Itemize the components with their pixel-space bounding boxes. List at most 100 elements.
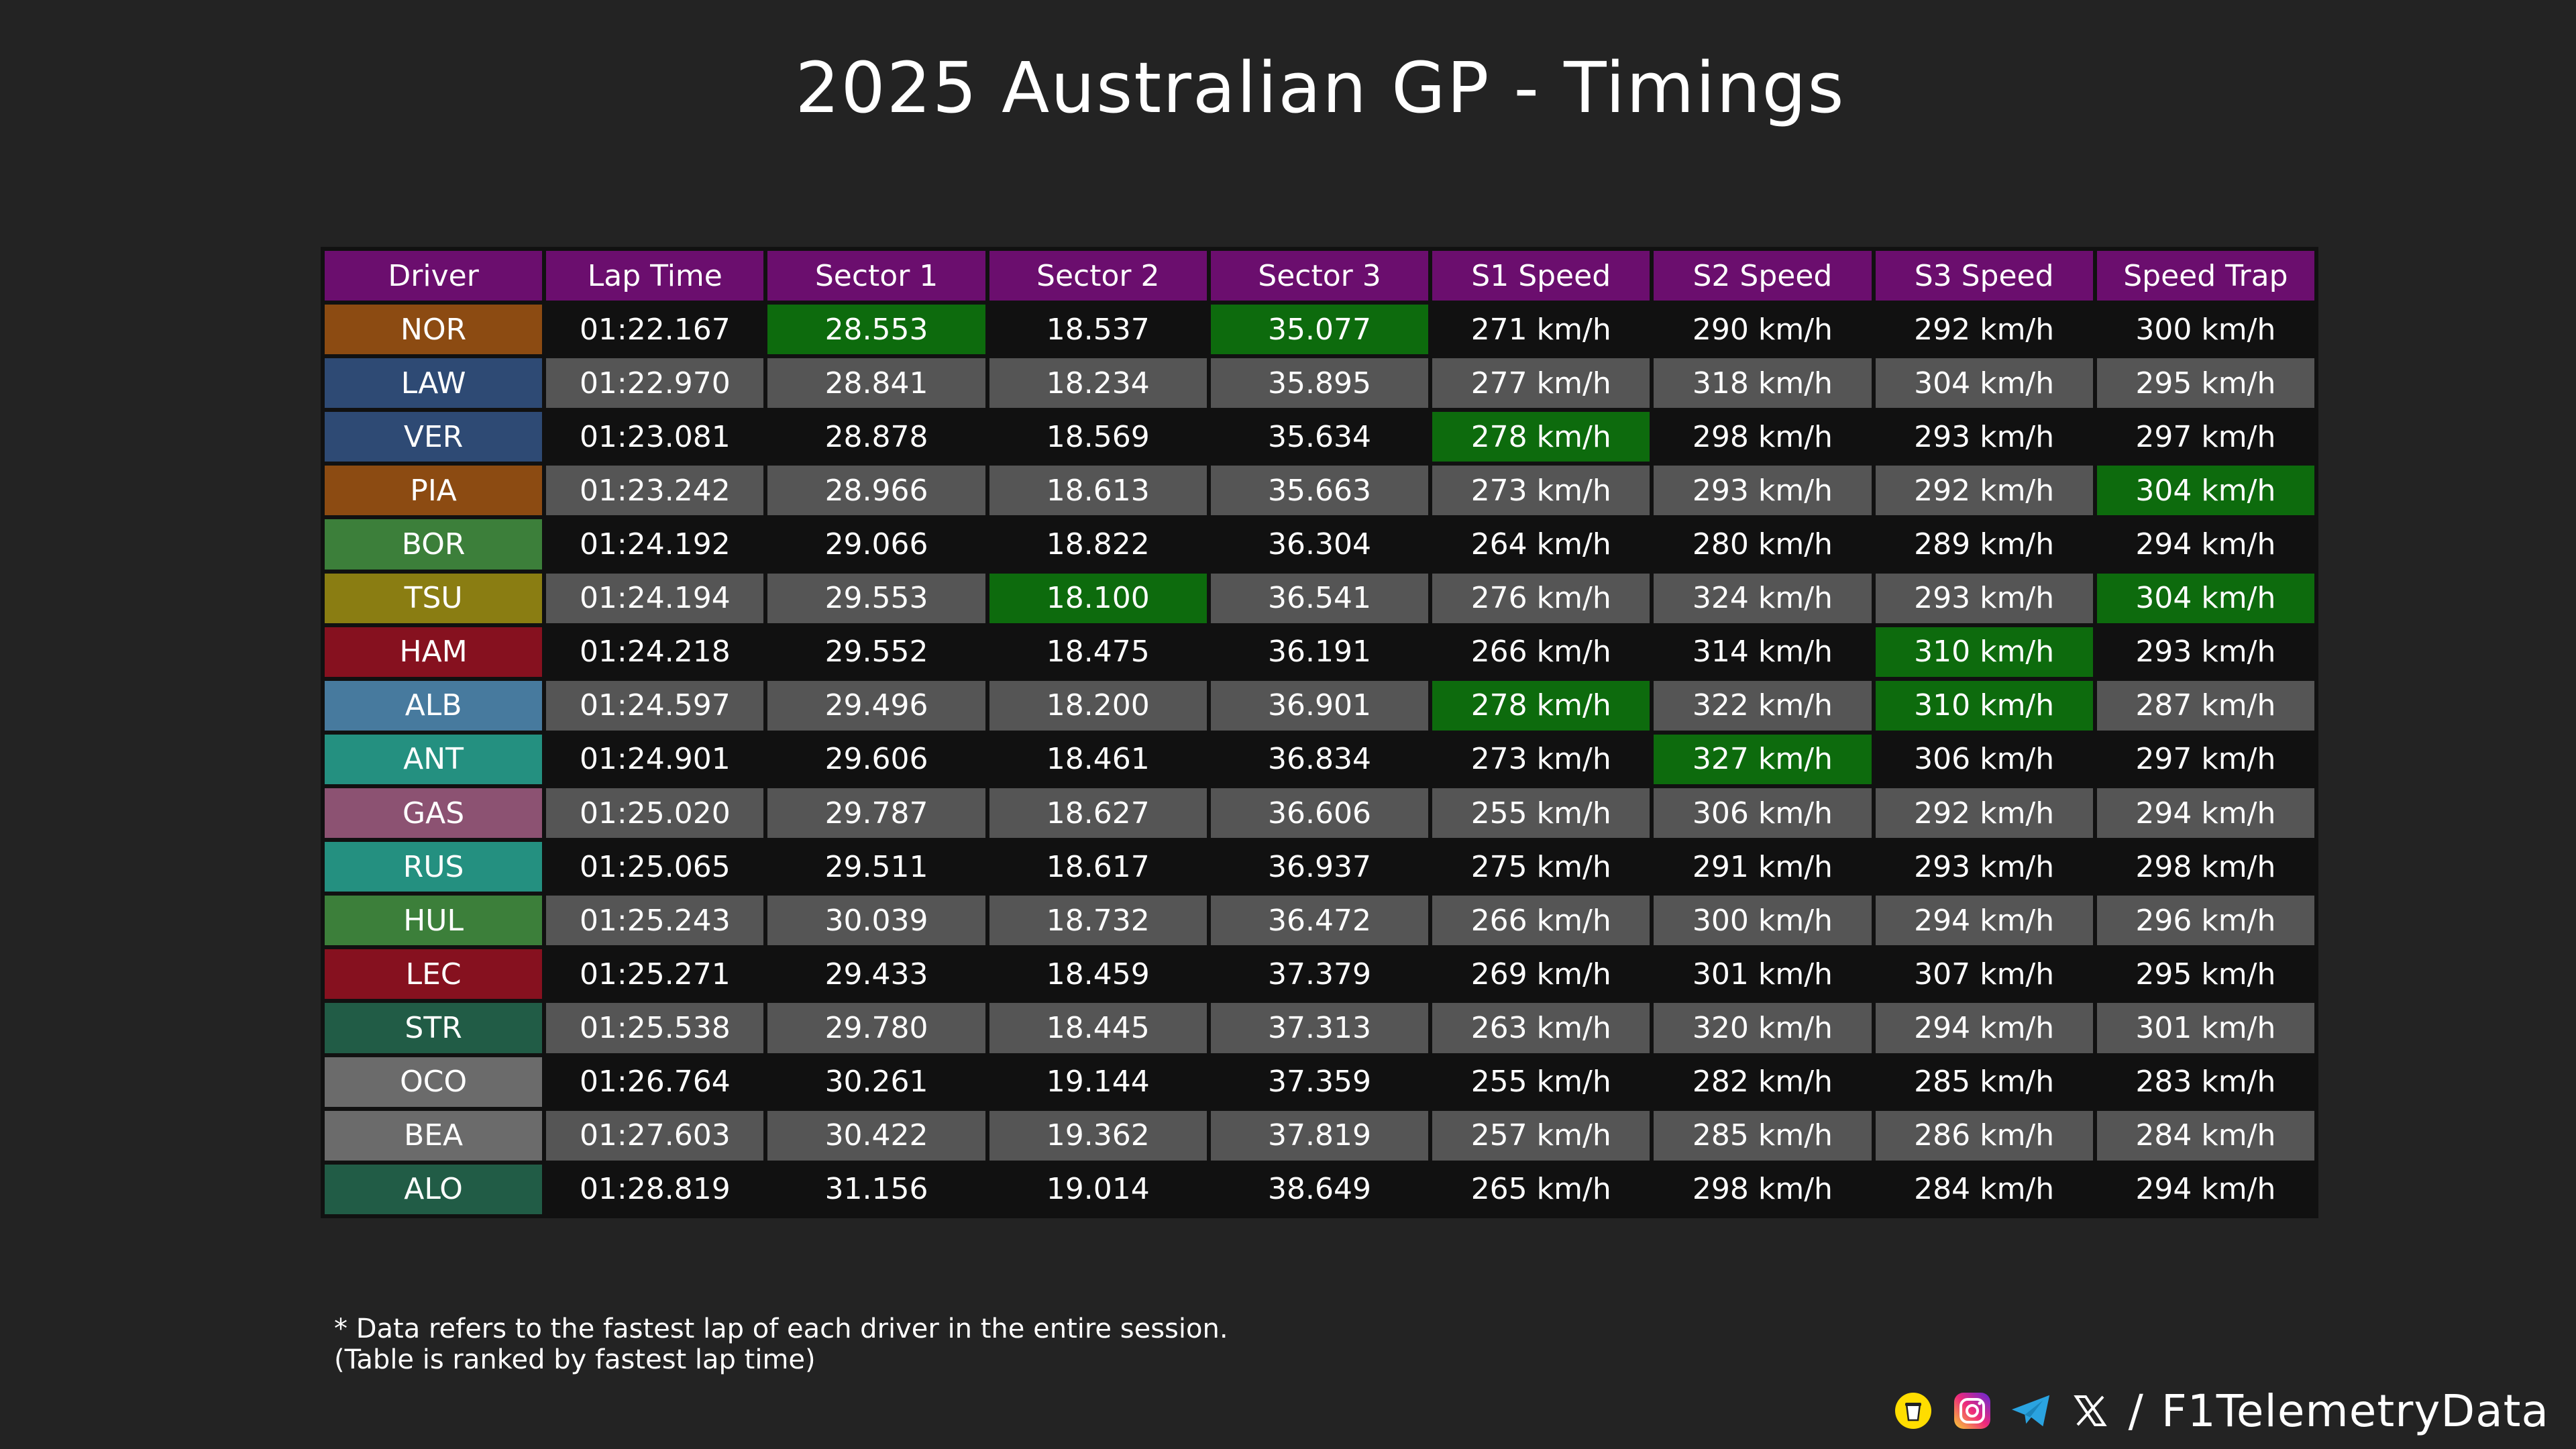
table-row: GAS 01:25.020 29.787 18.627 36.606 255 km/h 30… <box>325 788 2314 839</box>
driver-cell: BOR <box>325 519 543 570</box>
table-cell: 286 km/h <box>1875 1110 2093 1161</box>
table-cell: 30.039 <box>767 896 985 946</box>
column-header: Lap Time <box>546 251 764 301</box>
table-cell: 298 km/h <box>2096 842 2314 892</box>
table-cell: 37.359 <box>1210 1057 1429 1107</box>
table-cell: 01:28.819 <box>546 1164 764 1214</box>
table-cell: 289 km/h <box>1875 519 2093 570</box>
table-cell: 01:24.597 <box>546 680 764 731</box>
table-cell: 294 km/h <box>2096 1164 2314 1214</box>
table-cell: 273 km/h <box>1432 734 1650 784</box>
telegram-icon[interactable] <box>2010 1390 2052 1432</box>
table-cell: 18.613 <box>989 466 1207 516</box>
footnote-line-2: (Table is ranked by fastest lap time) <box>334 1344 816 1375</box>
x-icon[interactable] <box>2070 1390 2111 1432</box>
instagram-icon[interactable] <box>1951 1390 1993 1432</box>
table-cell: 301 km/h <box>1654 949 1872 1000</box>
table-cell: 18.569 <box>989 412 1207 462</box>
table-cell: 255 km/h <box>1432 788 1650 839</box>
table-row: BOR 01:24.192 29.066 18.822 36.304 264 km/h 28… <box>325 519 2314 570</box>
driver-cell: LAW <box>325 358 543 409</box>
table-cell: 37.819 <box>1210 1110 1429 1161</box>
table-cell: 36.937 <box>1210 842 1429 892</box>
table-cell: 29.606 <box>767 734 985 784</box>
driver-cell: HAM <box>325 627 543 677</box>
table-header-row: Driver Lap Time Sector 1 Sector 2 Sector 3 S1… <box>325 251 2314 301</box>
table-cell: 01:25.065 <box>546 842 764 892</box>
driver-cell: GAS <box>325 788 543 839</box>
table-row: OCO 01:26.764 30.261 19.144 37.359 255 km/h 28… <box>325 1057 2314 1107</box>
table-cell: 31.156 <box>767 1164 985 1214</box>
table-cell: 295 km/h <box>2096 949 2314 1000</box>
table-cell: 280 km/h <box>1654 519 1872 570</box>
table-cell: 265 km/h <box>1432 1164 1650 1214</box>
table-cell: 01:25.538 <box>546 1003 764 1053</box>
column-header: S1 Speed <box>1432 251 1650 301</box>
table-cell: 38.649 <box>1210 1164 1429 1214</box>
table-cell: 37.313 <box>1210 1003 1429 1053</box>
brand-separator: / <box>2128 1385 2144 1437</box>
table-cell: 37.379 <box>1210 949 1429 1000</box>
table-cell: 291 km/h <box>1654 842 1872 892</box>
column-header: S2 Speed <box>1654 251 1872 301</box>
driver-cell: BEA <box>325 1110 543 1161</box>
table-cell: 35.077 <box>1210 305 1429 355</box>
table-cell: 29.552 <box>767 627 985 677</box>
table-cell: 18.627 <box>989 788 1207 839</box>
table-cell: 28.966 <box>767 466 985 516</box>
table-row: NOR 01:22.167 28.553 18.537 35.077 271 km/h 29… <box>325 305 2314 355</box>
table-cell: 292 km/h <box>1875 788 2093 839</box>
brand-bar: / F1TelemetryData <box>1892 1385 2549 1437</box>
table-cell: 273 km/h <box>1432 466 1650 516</box>
table-row: TSU 01:24.194 29.553 18.100 36.541 276 km/h 32… <box>325 573 2314 623</box>
table-cell: 18.475 <box>989 627 1207 677</box>
table-cell: 19.014 <box>989 1164 1207 1214</box>
table-cell: 18.459 <box>989 949 1207 1000</box>
table-row: ALB 01:24.597 29.496 18.200 36.901 278 km/h 32… <box>325 680 2314 731</box>
table-cell: 294 km/h <box>2096 519 2314 570</box>
table-cell: 01:24.192 <box>546 519 764 570</box>
table-cell: 35.895 <box>1210 358 1429 409</box>
table-cell: 01:24.901 <box>546 734 764 784</box>
column-header: Sector 3 <box>1210 251 1429 301</box>
table-cell: 282 km/h <box>1654 1057 1872 1107</box>
table-cell: 318 km/h <box>1654 358 1872 409</box>
table-cell: 29.780 <box>767 1003 985 1053</box>
brand-handle[interactable]: F1TelemetryData <box>2161 1385 2549 1437</box>
table-row: HUL 01:25.243 30.039 18.732 36.472 266 km/h 30… <box>325 896 2314 946</box>
table-row: VER 01:23.081 28.878 18.569 35.634 278 km/h 29… <box>325 412 2314 462</box>
table-cell: 18.200 <box>989 680 1207 731</box>
driver-cell: NOR <box>325 305 543 355</box>
table-cell: 264 km/h <box>1432 519 1650 570</box>
table-cell: 300 km/h <box>2096 305 2314 355</box>
table-cell: 36.901 <box>1210 680 1429 731</box>
table-cell: 29.511 <box>767 842 985 892</box>
table-cell: 284 km/h <box>2096 1110 2314 1161</box>
table-cell: 294 km/h <box>2096 788 2314 839</box>
table-cell: 36.472 <box>1210 896 1429 946</box>
table-cell: 01:22.970 <box>546 358 764 409</box>
table-cell: 293 km/h <box>1875 412 2093 462</box>
table-cell: 01:22.167 <box>546 305 764 355</box>
table-cell: 300 km/h <box>1654 896 1872 946</box>
table-cell: 30.261 <box>767 1057 985 1107</box>
table-row: BEA 01:27.603 30.422 19.362 37.819 257 km/h 28… <box>325 1110 2314 1161</box>
buymeacoffee-icon[interactable] <box>1892 1390 1934 1432</box>
table-cell: 01:25.020 <box>546 788 764 839</box>
table-row: PIA 01:23.242 28.966 18.613 35.663 273 km/h 29… <box>325 466 2314 516</box>
table-cell: 295 km/h <box>2096 358 2314 409</box>
table-cell: 266 km/h <box>1432 627 1650 677</box>
table-cell: 36.606 <box>1210 788 1429 839</box>
table-cell: 29.553 <box>767 573 985 623</box>
table-cell: 298 km/h <box>1654 412 1872 462</box>
table-row: ALO 01:28.819 31.156 19.014 38.649 265 km/h 29… <box>325 1164 2314 1214</box>
footnote-line-1: * Data refers to the fastest lap of each… <box>334 1313 1228 1344</box>
table-cell: 304 km/h <box>2096 466 2314 516</box>
table-cell: 310 km/h <box>1875 627 2093 677</box>
table-cell: 257 km/h <box>1432 1110 1650 1161</box>
table-cell: 01:24.194 <box>546 573 764 623</box>
table-cell: 322 km/h <box>1654 680 1872 731</box>
table-cell: 275 km/h <box>1432 842 1650 892</box>
table-row: HAM 01:24.218 29.552 18.475 36.191 266 km/h 31… <box>325 627 2314 677</box>
table-cell: 263 km/h <box>1432 1003 1650 1053</box>
